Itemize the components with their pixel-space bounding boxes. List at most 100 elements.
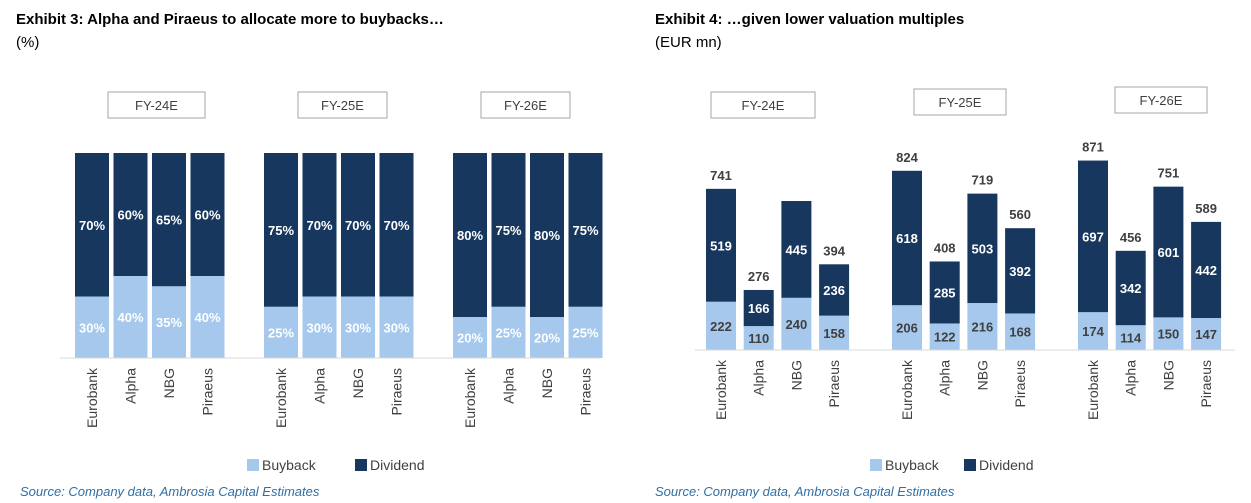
left-data-label-buyback: 35% — [156, 315, 182, 330]
left-legend-swatch-buyback — [247, 459, 259, 471]
right-bar-dividend-piraeus — [819, 264, 850, 316]
right-group-label: FY-25E — [939, 95, 982, 110]
left-data-label-buyback: 20% — [534, 331, 560, 346]
left-data-label-dividend: 75% — [572, 223, 598, 238]
left-data-label-buyback: 30% — [79, 320, 105, 335]
left-bar-buyback-piraeus — [190, 276, 225, 358]
left-data-label-dividend: 60% — [194, 208, 220, 223]
right-bar-dividend-eurobank — [706, 188, 736, 302]
right-data-label-buyback: 158 — [823, 326, 845, 341]
left-group-label: FY-24E — [135, 98, 178, 113]
left-bar-buyback-alpha — [491, 306, 526, 358]
left-group-label: FY-26E — [504, 98, 547, 113]
left-bar-buyback-eurobank — [264, 306, 298, 358]
right-x-tick-label: NBG — [1160, 360, 1176, 390]
left-legend-swatch-dividend — [355, 459, 367, 471]
right-legend-label-dividend: Dividend — [979, 457, 1033, 473]
left-x-tick-label: Eurobank — [84, 367, 100, 428]
left-group-label-box — [107, 91, 206, 119]
right-chart-unit: (EUR mn) — [655, 34, 722, 51]
right-bar-dividend-alpha — [1115, 250, 1146, 326]
left-x-tick-label: NBG — [161, 368, 177, 398]
left-data-label-buyback: 40% — [194, 310, 220, 325]
right-total-label: 276 — [748, 269, 770, 284]
right-bar-dividend-nbg — [967, 193, 998, 304]
left-source-note: Source: Company data, Ambrosia Capital E… — [20, 484, 320, 499]
right-group-label-box — [710, 91, 816, 119]
left-bar-buyback-alpha — [302, 296, 337, 358]
right-data-label-dividend: 503 — [972, 241, 994, 256]
right-data-label-dividend: 285 — [934, 285, 956, 300]
left-data-label-buyback: 40% — [117, 310, 143, 325]
right-total-label: 741 — [710, 168, 732, 183]
left-chart-unit: (%) — [16, 34, 40, 51]
right-data-label-dividend: 601 — [1158, 245, 1180, 260]
right-bar-dividend-eurobank — [892, 170, 922, 306]
right-source-note: Source: Company data, Ambrosia Capital E… — [655, 484, 955, 499]
left-data-label-dividend: 75% — [268, 223, 294, 238]
left-bar-dividend-nbg — [530, 153, 564, 317]
right-data-label-dividend: 342 — [1120, 281, 1142, 296]
right-data-label-dividend: 697 — [1082, 229, 1104, 244]
left-x-tick-label: Piraeus — [578, 368, 594, 415]
right-group-label-box — [1114, 86, 1208, 114]
right-bar-buyback-piraeus — [1005, 313, 1036, 350]
left-bar-dividend-piraeus — [379, 153, 414, 297]
right-data-label-buyback: 147 — [1195, 327, 1217, 342]
right-data-label-dividend: 166 — [748, 301, 770, 316]
right-total-label: 824 — [896, 150, 918, 165]
right-bar-dividend-nbg — [1153, 186, 1184, 318]
left-group-label: FY-25E — [321, 98, 364, 113]
left-x-tick-label: Alpha — [501, 368, 517, 404]
left-bar-buyback-alpha — [113, 276, 148, 358]
right-group-label-box — [913, 88, 1007, 116]
left-data-label-buyback: 25% — [268, 325, 294, 340]
right-x-tick-label: NBG — [974, 360, 990, 390]
right-data-label-buyback: 110 — [748, 331, 769, 346]
right-total-label: 719 — [972, 173, 994, 188]
left-bar-dividend-nbg — [152, 153, 186, 287]
right-bar-dividend-eurobank — [1078, 160, 1108, 313]
right-data-label-dividend: 236 — [823, 283, 845, 298]
left-bar-dividend-eurobank — [453, 153, 487, 317]
right-bar-dividend-alpha — [743, 289, 774, 327]
right-total-label: 456 — [1120, 230, 1142, 245]
left-x-tick-label: Piraeus — [200, 368, 216, 415]
right-legend-swatch-dividend — [964, 459, 976, 471]
right-data-label-dividend: 442 — [1195, 263, 1217, 278]
left-data-label-dividend: 70% — [79, 218, 105, 233]
left-bar-dividend-alpha — [113, 153, 148, 276]
right-group-label: FY-26E — [1140, 93, 1183, 108]
right-x-tick-label: Piraeus — [1198, 360, 1214, 407]
left-bar-dividend-eurobank — [75, 153, 109, 297]
right-x-tick-label: Eurobank — [1085, 359, 1101, 420]
right-chart-title: Exhibit 4: …given lower valuation multip… — [655, 11, 965, 28]
right-x-tick-label: NBG — [788, 360, 804, 390]
left-bar-dividend-alpha — [491, 153, 526, 307]
right-total-label: 560 — [1009, 207, 1031, 222]
left-data-label-buyback: 20% — [457, 331, 483, 346]
right-bar-dividend-piraeus — [1005, 228, 1036, 314]
left-bar-dividend-piraeus — [568, 153, 603, 307]
right-data-label-buyback: 240 — [786, 317, 808, 332]
left-x-tick-label: Alpha — [123, 368, 139, 404]
left-data-label-dividend: 70% — [306, 218, 332, 233]
right-data-label-buyback: 222 — [710, 319, 732, 334]
right-bar-buyback-eurobank — [1078, 312, 1108, 350]
left-legend-label-buyback: Buyback — [262, 457, 317, 473]
right-x-tick-label: Eurobank — [899, 359, 915, 420]
right-bar-buyback-eurobank — [892, 305, 922, 350]
left-data-label-buyback: 25% — [572, 325, 598, 340]
right-data-label-buyback: 174 — [1082, 324, 1104, 339]
right-bar-buyback-eurobank — [706, 301, 736, 350]
left-bar-buyback-nbg — [152, 286, 186, 358]
left-bar-buyback-piraeus — [379, 296, 414, 358]
left-bar-buyback-nbg — [530, 317, 564, 358]
left-x-tick-label: Alpha — [312, 368, 328, 404]
right-total-label: 871 — [1082, 140, 1104, 155]
right-data-label-buyback: 206 — [896, 321, 918, 336]
left-data-label-buyback: 30% — [306, 320, 332, 335]
right-legend-label-buyback: Buyback — [885, 457, 940, 473]
left-bar-buyback-eurobank — [453, 317, 487, 358]
